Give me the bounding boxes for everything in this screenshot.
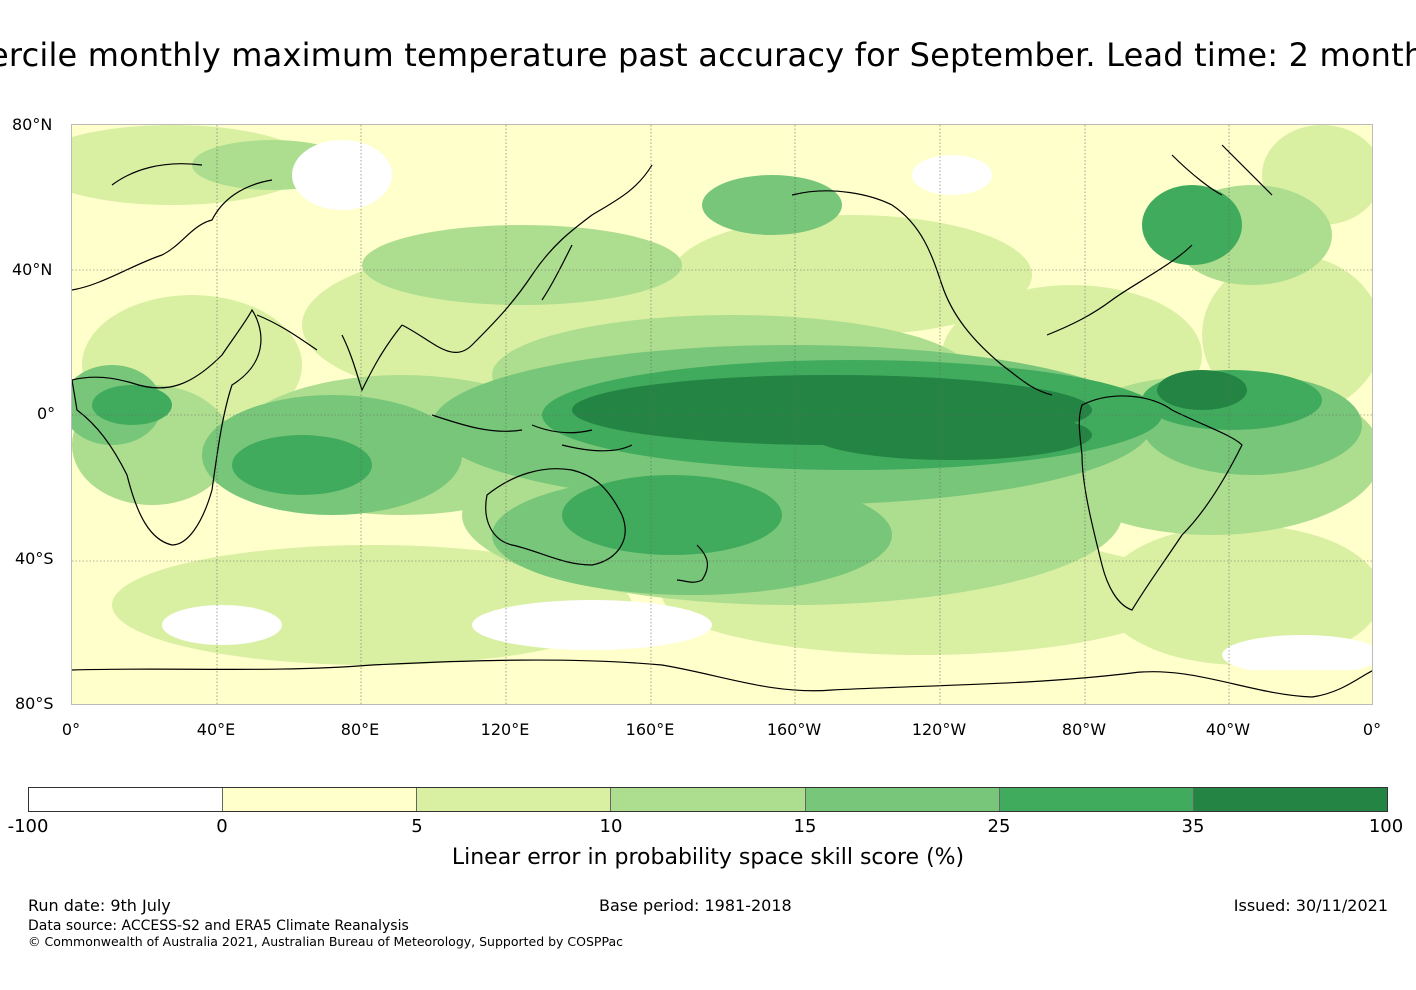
copyright: © Commonwealth of Australia 2021, Austra… <box>28 934 623 949</box>
run-date: Run date: 9th July <box>28 896 171 915</box>
lon-label-0-east: 0° <box>1362 720 1382 739</box>
coastlines <box>72 144 1372 698</box>
colorbar-tick: 25 <box>987 816 1011 837</box>
colorbar-segment <box>417 788 612 811</box>
antarctica-region <box>72 670 1372 704</box>
lat-label-40n: 40°N <box>12 260 53 279</box>
colorbar-segment <box>223 788 418 811</box>
lon-label-160w: 160°W <box>766 720 822 739</box>
lat-label-80s: 80°S <box>15 694 54 713</box>
colorbar-tick: 35 <box>1181 816 1205 837</box>
colorbar-segment <box>999 788 1194 811</box>
lat-label-0: 0° <box>37 404 56 423</box>
colorbar-tick: 0 <box>216 816 228 837</box>
skill-band-negative <box>162 140 1372 700</box>
colorbar-tick: 100 <box>1368 816 1404 837</box>
graticule <box>72 125 1372 704</box>
lat-label-80n: 80°N <box>12 115 53 134</box>
lon-label-0: 0° <box>61 720 81 739</box>
lon-label-160e: 160°E <box>625 720 675 739</box>
lon-label-40w: 40°W <box>1205 720 1251 739</box>
lon-label-40e: 40°E <box>196 720 236 739</box>
colorbar-segment <box>805 788 1000 811</box>
lon-label-80e: 80°E <box>340 720 380 739</box>
lon-label-80w: 80°W <box>1061 720 1107 739</box>
map-title: Tercile monthly maximum temperature past… <box>0 36 1416 74</box>
skill-score-map <box>71 124 1373 705</box>
lon-label-120w: 120°W <box>911 720 967 739</box>
data-source: Data source: ACCESS-S2 and ERA5 Climate … <box>28 918 409 934</box>
lon-label-120e: 120°E <box>480 720 530 739</box>
lat-label-40s: 40°S <box>15 549 54 568</box>
colorbar-tick: 5 <box>411 816 423 837</box>
colorbar-segment <box>1193 788 1387 811</box>
colorbar-tick: 10 <box>599 816 623 837</box>
colorbar-segment <box>611 788 806 811</box>
issued-date: Issued: 30/11/2021 <box>1233 896 1388 915</box>
map-canvas <box>72 125 1372 704</box>
skill-band-35-100 <box>572 370 1247 460</box>
colorbar-tick: -100 <box>7 816 49 837</box>
base-period: Base period: 1981-2018 <box>599 896 792 915</box>
colorbar-segment <box>29 788 224 811</box>
colorbar-tick: 15 <box>793 816 817 837</box>
colorbar-label: Linear error in probability space skill … <box>451 845 965 870</box>
colorbar <box>28 787 1388 812</box>
